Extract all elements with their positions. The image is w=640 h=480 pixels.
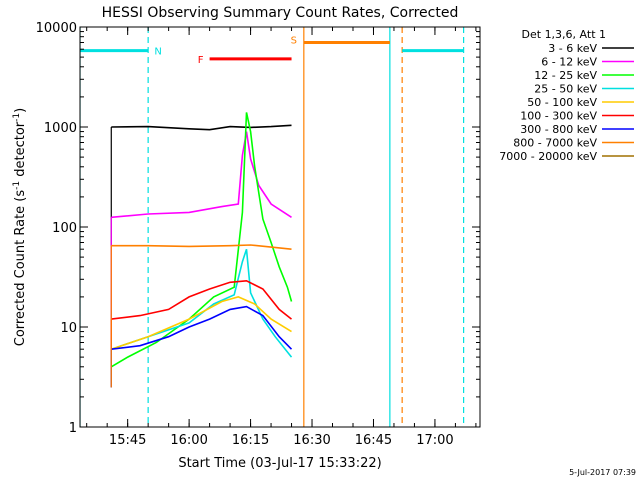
legend-entry-label: 300 - 800 keV xyxy=(520,123,597,136)
x-axis: 15:45 16:00 16:15 16:30 16:45 17:00 xyxy=(86,27,477,448)
x-tick-label: 15:45 xyxy=(109,433,146,448)
y-axis-label-sup: -1 xyxy=(12,113,22,122)
series-line-7 xyxy=(111,244,292,250)
x-axis-label: Start Time (03-Jul-17 15:33:22) xyxy=(178,456,381,471)
x-tick-label: 16:15 xyxy=(232,433,269,448)
series-line-6 xyxy=(111,305,293,350)
y-axis-label-part: ) xyxy=(13,108,28,113)
y-axis-label-sup: -1 xyxy=(12,181,22,190)
y-axis-label-part: detector xyxy=(13,121,28,181)
plot-area: N F S xyxy=(80,27,465,427)
y-tick-label: 1000 xyxy=(44,121,77,136)
series-line-5 xyxy=(111,279,292,320)
flag-label-s: S xyxy=(291,35,297,46)
legend-entry-label: 50 - 100 keV xyxy=(527,96,597,109)
legend-entry-label: 100 - 300 keV xyxy=(520,110,597,123)
flag-label-n: N xyxy=(154,47,161,58)
flag-label-f: F xyxy=(198,55,204,66)
y-axis-label: Corrected Count Rate (s-1 detector-1) xyxy=(12,108,28,346)
y-axis-label-part: Corrected Count Rate (s xyxy=(13,190,28,347)
footer-timestamp: 5-Jul-2017 07:39 xyxy=(569,468,636,477)
series-line-4 xyxy=(111,296,292,350)
legend-entry-label: 800 - 7000 keV xyxy=(513,137,597,150)
legend-header: Det 1,3,6, Att 1 xyxy=(522,28,606,41)
plot-frame xyxy=(79,26,481,428)
series-line-1 xyxy=(111,131,292,219)
y-tick-label: 100 xyxy=(52,221,77,236)
y-tick-label: 10 xyxy=(60,321,77,336)
y-tick-label: 1 xyxy=(69,421,77,436)
legend-entry-label: 7000 - 20000 keV xyxy=(499,150,597,163)
legend-entry-label: 3 - 6 keV xyxy=(548,42,597,55)
series-line-2 xyxy=(110,112,293,368)
y-tick-label: 10000 xyxy=(36,21,77,36)
x-tick-label: 16:45 xyxy=(355,433,392,448)
y-axis: 1 10 100 1000 10000 xyxy=(36,21,480,436)
legend-entry-label: 25 - 50 keV xyxy=(534,83,597,96)
x-tick-label: 16:00 xyxy=(170,433,207,448)
x-tick-label: 17:00 xyxy=(416,433,453,448)
chart-title: HESSI Observing Summary Count Rates, Cor… xyxy=(102,5,459,21)
legend-entry-label: 12 - 25 keV xyxy=(534,69,597,82)
series-line-0 xyxy=(111,124,292,131)
series-line-3 xyxy=(111,248,293,358)
legend-entry-label: 6 - 12 keV xyxy=(541,56,597,69)
x-tick-label: 16:30 xyxy=(293,433,330,448)
